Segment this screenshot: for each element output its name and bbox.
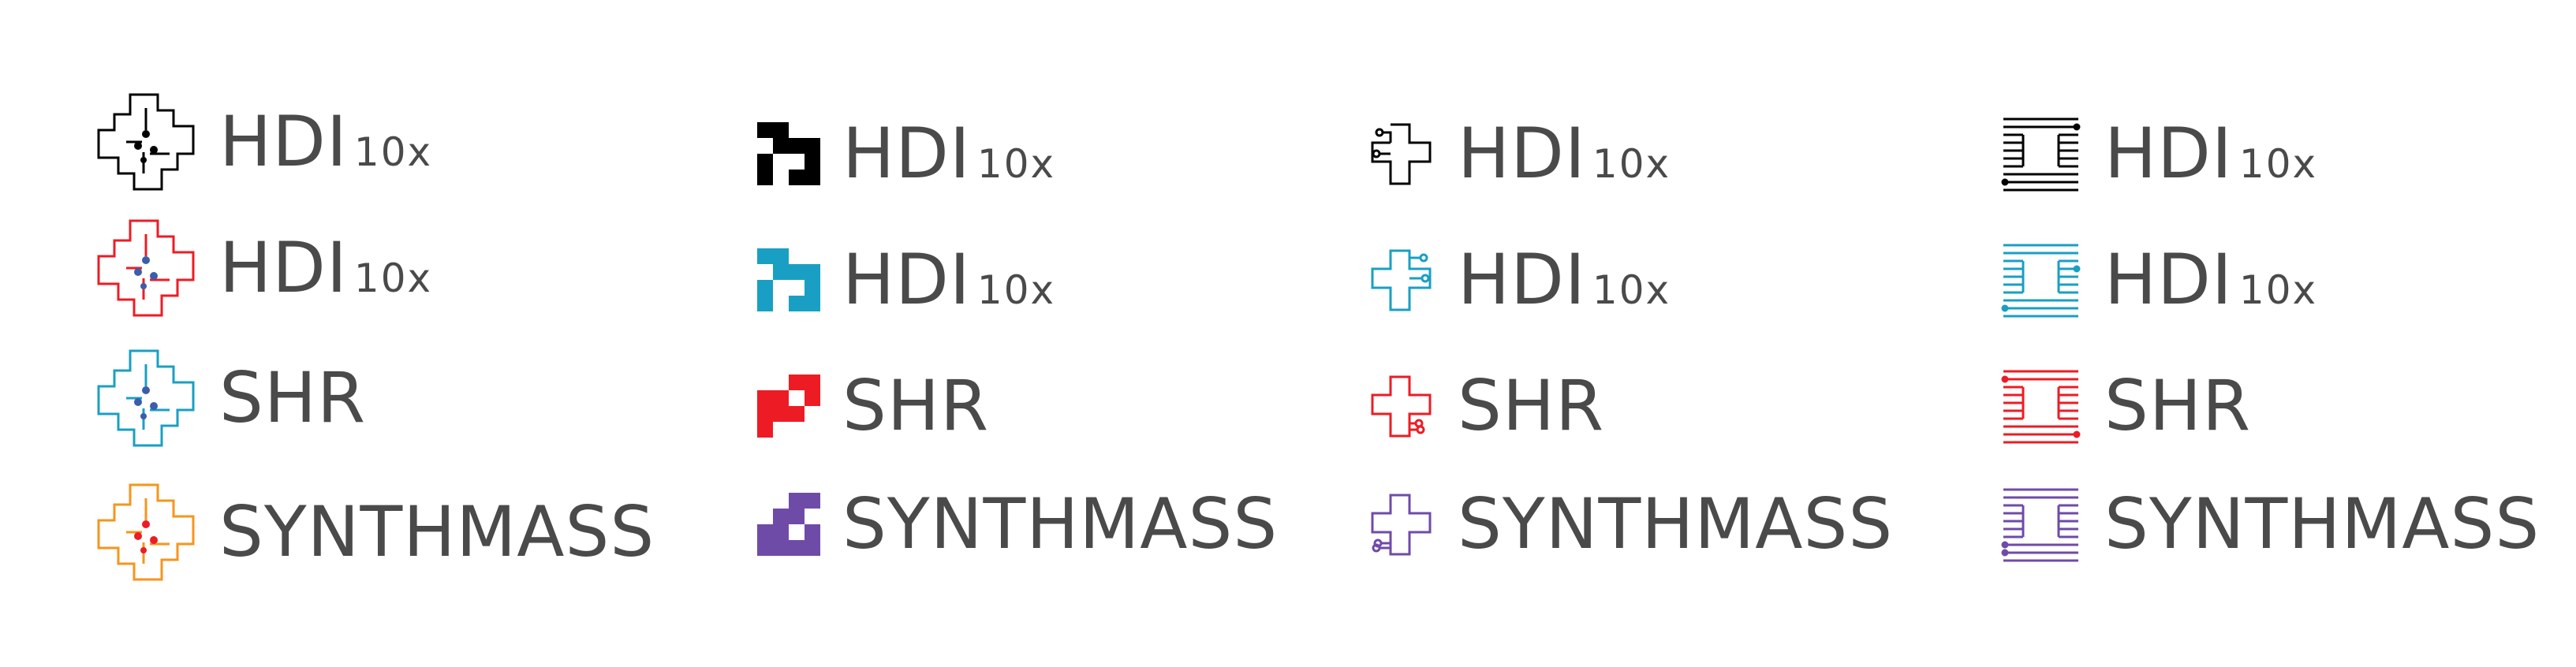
wordmark-name: HDI <box>842 239 971 320</box>
wordmark-name: SHR <box>1458 365 1605 446</box>
logo-synthmass-circuit-purple: SYNTHMASS <box>1368 465 1899 583</box>
wordmark: SYNTHMASS <box>219 497 661 567</box>
wordmark-name: SHR <box>842 365 990 446</box>
logo-hdi10x-striped-black: HDI 10x <box>1999 95 2317 213</box>
logo-synthmass-striped-purple: SYNTHMASS <box>1999 465 2546 583</box>
wordmark-suffix: 10x <box>976 267 1056 313</box>
wordmark: SHR <box>2104 371 2257 441</box>
wordmark: HDI 10x <box>842 245 1055 315</box>
logo-shr-striped-red: SHR <box>1999 347 2257 465</box>
wordmark: SHR <box>1458 371 1611 441</box>
pixel-blocks-icon <box>757 493 820 556</box>
logo-shr-network-cyan: SHR <box>95 339 372 457</box>
wordmark: HDI 10x <box>842 119 1055 188</box>
wordmark-name: SYNTHMASS <box>842 483 1279 565</box>
wordmark-name: SYNTHMASS <box>219 491 655 572</box>
wordmark-suffix: 10x <box>353 129 433 175</box>
cross-network-icon <box>97 483 195 581</box>
wordmark: HDI 10x <box>1458 245 1671 315</box>
cross-circuit-icon <box>1371 375 1432 437</box>
wordmark: SHR <box>219 363 372 433</box>
wordmark-suffix: 10x <box>2238 267 2318 313</box>
striped-lines-icon <box>2001 488 2078 562</box>
logo-hdi10x-pixel-black: HDI 10x <box>757 95 1055 213</box>
wordmark-name: SYNTHMASS <box>2104 483 2541 565</box>
wordmark-name: SYNTHMASS <box>1458 483 1894 565</box>
wordmark-name: HDI <box>219 227 348 308</box>
wordmark: SYNTHMASS <box>2104 490 2546 559</box>
wordmark-suffix: 10x <box>1592 141 1671 187</box>
wordmark-suffix: 10x <box>353 255 433 301</box>
wordmark-name: HDI <box>2104 113 2233 194</box>
wordmark-name: SHR <box>219 357 367 438</box>
logo-synthmass-network-orange: SYNTHMASS <box>95 473 661 591</box>
striped-lines-icon <box>2001 244 2081 318</box>
wordmark: HDI 10x <box>219 233 432 303</box>
pixel-blocks-icon <box>757 122 820 185</box>
cross-network-icon <box>97 349 195 447</box>
wordmark-name: HDI <box>2104 239 2233 320</box>
wordmark-name: HDI <box>219 101 348 182</box>
wordmark: SYNTHMASS <box>842 490 1284 559</box>
cross-circuit-icon <box>1371 249 1432 311</box>
wordmark-suffix: 10x <box>2238 141 2318 187</box>
logo-hdi10x-striped-cyan: HDI 10x <box>1999 221 2317 339</box>
cross-network-icon <box>97 93 195 191</box>
cross-circuit-icon <box>1371 123 1432 184</box>
striped-lines-icon <box>2001 370 2081 444</box>
pixel-blocks-icon <box>757 374 820 438</box>
logo-shr-pixel-red: SHR <box>757 347 995 465</box>
striped-lines-icon <box>2001 117 2081 192</box>
wordmark-name: HDI <box>842 113 971 194</box>
wordmark: SHR <box>842 371 995 441</box>
wordmark: HDI 10x <box>2104 245 2317 315</box>
wordmark-name: HDI <box>1458 113 1586 194</box>
wordmark: HDI 10x <box>1458 119 1671 188</box>
logo-hdi10x-pixel-cyan: HDI 10x <box>757 221 1055 339</box>
wordmark-name: HDI <box>1458 239 1586 320</box>
wordmark-name: SHR <box>2104 365 2252 446</box>
wordmark: HDI 10x <box>219 107 432 177</box>
wordmark: SYNTHMASS <box>1458 490 1899 559</box>
logo-hdi10x-circuit-black: HDI 10x <box>1368 95 1671 213</box>
logo-hdi10x-circuit-cyan: HDI 10x <box>1368 221 1671 339</box>
wordmark-suffix: 10x <box>1592 267 1671 313</box>
cross-circuit-icon <box>1371 494 1432 555</box>
wordmark-suffix: 10x <box>976 141 1056 187</box>
logo-hdi10x-network-red: HDI 10x <box>95 209 432 327</box>
wordmark: HDI 10x <box>2104 119 2317 188</box>
cross-network-icon <box>97 219 195 317</box>
logo-hdi10x-network-black: HDI 10x <box>95 83 432 201</box>
pixel-blocks-icon <box>757 248 820 311</box>
logo-synthmass-pixel-purple: SYNTHMASS <box>757 465 1284 583</box>
logo-shr-circuit-red: SHR <box>1368 347 1611 465</box>
